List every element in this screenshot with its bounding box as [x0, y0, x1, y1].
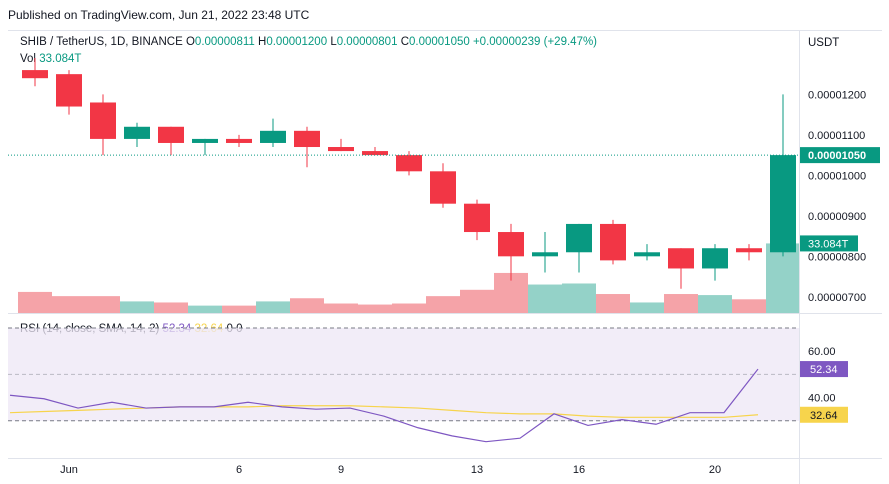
last-price-label: 0.00001050 [808, 150, 866, 162]
rsi-line [9, 368, 759, 443]
volume-bar [18, 291, 52, 313]
chart-frame [8, 30, 882, 484]
volume-bar [256, 301, 290, 313]
volume-bar [188, 305, 222, 313]
price-tick-label: 0.00000700 [808, 292, 866, 304]
volume-bar [86, 296, 120, 313]
x-tick-label: 20 [709, 464, 721, 476]
price-tick-label: 0.00001100 [808, 130, 865, 142]
candle-body [328, 147, 354, 152]
volume-value: 33.084T [39, 53, 82, 65]
price-tick-label: 0.00000900 [808, 211, 866, 223]
candle-body [770, 155, 796, 253]
rsi-value-label: 52.34 [810, 364, 838, 376]
candle-body [668, 248, 694, 269]
rsi-value-box [800, 361, 848, 378]
volume-bar [732, 299, 766, 313]
symbol-name: SHIB / TetherUS, 1D, BINANCE [20, 36, 183, 48]
low-value: 0.00000801 [336, 36, 398, 48]
open-label: O [185, 36, 195, 48]
symbol-legend: SHIB / TetherUS, 1D, BINANCE O0.00000811… [20, 36, 597, 48]
last-price-box [800, 147, 880, 164]
candle-body [498, 232, 524, 257]
volume-bar [154, 302, 188, 313]
candle-body [532, 252, 558, 257]
close-value: 0.00001050 [409, 36, 470, 48]
volume-bar [358, 304, 392, 313]
last-volume-label: 33.084T [808, 238, 849, 250]
candle-body [90, 102, 116, 139]
volume-bar [222, 305, 256, 313]
rsi-tick-label: 60.00 [808, 346, 836, 358]
candle-body [464, 203, 490, 233]
volume-bar [120, 301, 154, 313]
rsi-tick-label: 40.00 [808, 393, 836, 405]
x-tick-label: Jun [60, 464, 78, 476]
x-tick-label: 6 [236, 464, 242, 476]
volume-legend: Vol 33.084T [20, 53, 81, 65]
high-value: 0.00001200 [266, 36, 328, 48]
candle-body [736, 248, 762, 253]
sma-value-box [800, 406, 848, 423]
low-label: L [330, 36, 337, 48]
sma-value-label: 32.64 [810, 410, 838, 422]
candle-body [294, 130, 320, 148]
change-value: +0.00000239 (+29.47%) [472, 36, 598, 48]
candle-body [396, 155, 422, 172]
price-tick-label: 0.00000800 [808, 251, 866, 263]
candle-body [56, 74, 82, 107]
candle-body [430, 171, 456, 204]
volume-bar [596, 294, 630, 313]
candle-body [600, 223, 626, 261]
candle-body [566, 223, 592, 253]
volume-bar [528, 284, 562, 313]
volume-bar [324, 303, 358, 313]
volume-bar [460, 289, 494, 313]
x-tick-label: 13 [471, 464, 483, 476]
volume-label: Vol [20, 53, 36, 65]
volume-bar [290, 298, 324, 313]
close-label: C [400, 36, 409, 48]
candle-body [158, 126, 184, 143]
volume-bar [630, 302, 664, 313]
price-tick-label: 0.00001200 [808, 89, 866, 101]
x-tick-label: 9 [338, 464, 344, 476]
x-tick-label: 16 [573, 464, 585, 476]
candle-body [22, 70, 48, 79]
volume-bar [664, 294, 698, 313]
candle-body [702, 248, 728, 269]
candle-body [124, 126, 150, 139]
volume-bar [52, 296, 86, 313]
high-label: H [258, 36, 267, 48]
volume-bar [392, 303, 426, 313]
volume-bar [426, 296, 460, 313]
candle-body [192, 138, 218, 143]
candle-body [362, 151, 388, 156]
price-tick-label: 0.00001000 [808, 170, 866, 182]
volume-bar [698, 295, 732, 313]
candle-body [634, 252, 660, 257]
published-header: Published on TradingView.com, Jun 21, 20… [8, 8, 310, 22]
candle-body [226, 138, 252, 143]
open-value: 0.00000811 [194, 36, 255, 48]
last-volume-box [800, 235, 858, 252]
axis-unit: USDT [808, 37, 840, 49]
sma-line [9, 405, 759, 418]
volume-bar [562, 283, 596, 313]
candle-body [260, 130, 286, 143]
